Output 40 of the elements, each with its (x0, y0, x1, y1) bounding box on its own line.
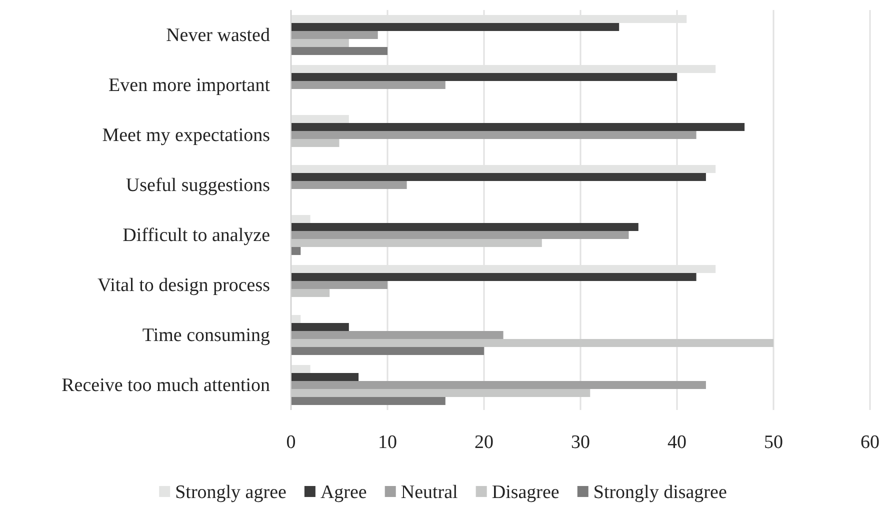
x-tick-label: 0 (286, 432, 296, 453)
bar (291, 223, 638, 231)
bar (291, 247, 301, 255)
bar (291, 231, 629, 239)
bar (291, 31, 378, 39)
bar (291, 281, 388, 289)
bar (291, 381, 706, 389)
bar (291, 23, 620, 31)
y-tick-label: Difficult to analyze (122, 225, 270, 246)
y-tick-label: Meet my expectations (102, 125, 270, 146)
bar (291, 131, 696, 139)
bar (291, 373, 359, 381)
x-tick-label: 40 (668, 432, 686, 453)
bar (291, 323, 349, 331)
bar (291, 73, 677, 81)
bar (291, 181, 407, 189)
legend-label: Disagree (492, 482, 560, 503)
x-tick-label: 50 (764, 432, 783, 453)
y-tick-label: Never wasted (166, 25, 270, 46)
legend-label: Neutral (400, 482, 458, 503)
y-tick-label: Even more important (108, 75, 271, 96)
bar (291, 347, 484, 355)
bar (291, 331, 504, 339)
legend-label: Strongly agree (175, 482, 286, 503)
legend-label: Strongly disagree (593, 482, 727, 503)
bar (291, 123, 745, 131)
y-tick-label: Time consuming (142, 325, 270, 346)
x-tick-label: 60 (860, 432, 880, 453)
bar (291, 397, 446, 405)
x-tick-label: 20 (474, 432, 494, 453)
y-tick-label: Receive too much attention (62, 375, 270, 396)
x-tick-label: 10 (378, 432, 397, 453)
bar (291, 173, 706, 181)
legend-label: Agree (320, 482, 367, 503)
bar (291, 47, 388, 55)
bar (291, 273, 696, 281)
y-tick-label: Vital to design process (98, 275, 270, 296)
y-tick-label: Useful suggestions (126, 175, 270, 196)
bar (291, 81, 446, 89)
x-tick-label: 30 (571, 432, 590, 453)
